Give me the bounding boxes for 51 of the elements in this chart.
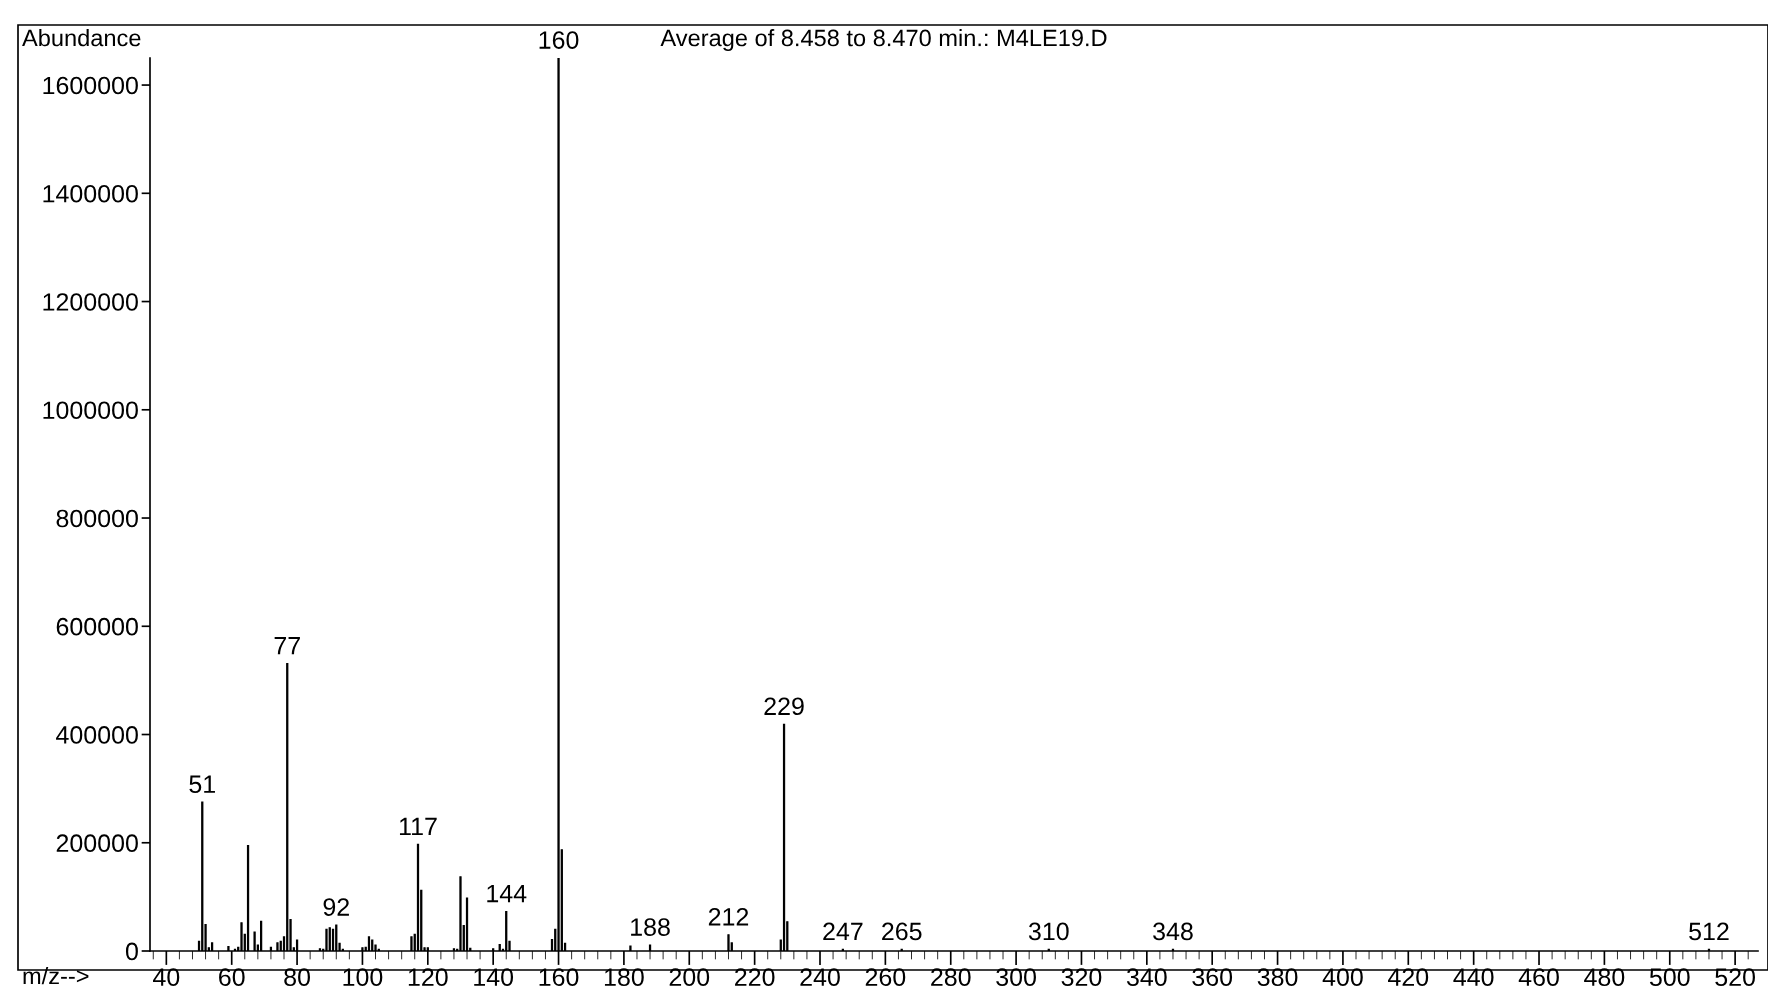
x-tick-label: 440 [1453,968,1494,987]
x-tick-label: 520 [1715,968,1755,987]
x-tick-label: 140 [474,968,514,987]
x-tick-label: 80 [284,968,310,987]
x-tick-label: 40 [153,968,180,987]
chart-title: Average of 8.458 to 8.470 min.: M4LE19.D [660,29,1107,51]
annotation: 160 [539,31,579,49]
y-tick-label: 1400000 [43,184,138,203]
x-tick-label: 280 [931,968,971,987]
annotation: 92 [323,898,349,916]
annotation: 188 [631,918,670,936]
x-tick-label: 360 [1192,968,1233,987]
x-tick-label: 200 [669,968,710,987]
x-tick-label: 460 [1518,968,1559,987]
x-tick-label: 220 [735,968,775,987]
x-tick-label: 120 [408,968,448,987]
x-tick-label: 240 [800,968,840,987]
x-tick-label: 340 [1126,968,1167,987]
annotation: 265 [882,922,922,941]
y-axis-title: Abundance [22,29,141,47]
y-tick-label: 200000 [56,834,138,853]
x-tick-label: 380 [1257,968,1298,987]
annotation: 212 [708,907,749,926]
annotation: 247 [823,922,863,941]
x-tick-label: 500 [1649,968,1690,987]
x-tick-label: 260 [865,968,906,987]
y-tick-label: 600000 [56,617,138,636]
y-tick-label: 1600000 [43,76,138,95]
annotation: 512 [1689,922,1729,941]
annotation: 229 [764,697,804,716]
x-tick-label: 400 [1322,968,1363,987]
x-tick-label: 320 [1061,968,1102,987]
y-tick-label: 400000 [56,726,138,744]
annotation: 77 [274,637,300,655]
x-tick-label: 300 [996,968,1036,987]
x-tick-label: 480 [1584,968,1625,987]
x-tick-label: 160 [539,968,579,987]
x-tick-label: 420 [1388,968,1429,987]
y-tick-label: 1000000 [43,401,138,420]
x-tick-label: 60 [219,968,245,987]
annotation: 348 [1153,922,1193,941]
annotation: 144 [487,884,527,903]
x-tick-label: 100 [343,968,383,987]
annotation: 51 [189,775,215,794]
y-tick-label: 1200000 [43,293,138,311]
y-tick-label: 800000 [56,509,138,528]
x-tick-label: 180 [604,968,644,987]
annotation: 310 [1028,922,1069,941]
y-tick-label: 0 [125,942,138,961]
x-axis-title: m/z--> [23,966,89,985]
annotation: 117 [399,817,437,836]
